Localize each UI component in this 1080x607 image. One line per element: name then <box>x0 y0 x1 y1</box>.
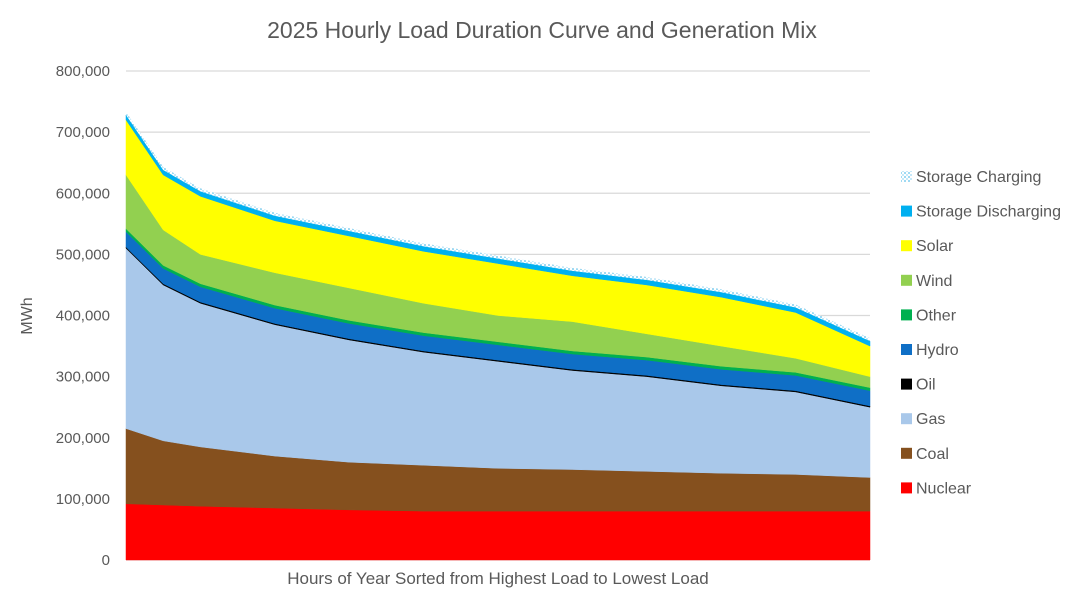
y-tick-label: 300,000 <box>56 369 110 386</box>
area-storage-charging <box>126 111 870 342</box>
legend-swatch <box>901 205 912 217</box>
legend-item-solar: Solar <box>901 238 954 255</box>
x-axis-label: Hours of Year Sorted from Highest Load t… <box>287 569 708 588</box>
legend-item-gas: Gas <box>901 411 945 428</box>
legend-item-storage-charging: Storage Charging <box>901 169 1041 186</box>
legend-label: Oil <box>916 377 936 394</box>
legend-swatch <box>901 344 912 355</box>
y-tick-label: 100,000 <box>56 491 110 508</box>
y-tick-label: 600,000 <box>56 185 110 202</box>
y-tick-label: 0 <box>102 552 110 569</box>
legend-label: Storage Discharging <box>916 204 1061 221</box>
legend-label: Storage Charging <box>916 169 1041 186</box>
legend-item-nuclear: Nuclear <box>901 480 972 497</box>
legend-item-wind: Wind <box>901 273 952 290</box>
legend-swatch <box>901 309 912 321</box>
y-tick-label: 800,000 <box>56 63 110 80</box>
legend-item-hydro: Hydro <box>901 342 959 359</box>
legend-label: Wind <box>916 273 952 290</box>
legend-swatch <box>901 482 912 494</box>
legend-swatch <box>901 413 912 425</box>
legend-label: Hydro <box>916 342 959 359</box>
y-tick-label: 200,000 <box>56 430 110 447</box>
y-tick-label: 700,000 <box>56 124 110 141</box>
legend-item-other: Other <box>901 307 957 324</box>
y-axis-label: MWh <box>19 297 36 334</box>
legend-swatch <box>901 240 912 252</box>
legend-item-coal: Coal <box>901 446 949 463</box>
legend-item-oil: Oil <box>901 377 936 394</box>
chart-title: 2025 Hourly Load Duration Curve and Gene… <box>267 17 817 43</box>
legend-label: Coal <box>916 446 949 463</box>
legend-label: Solar <box>916 238 954 255</box>
area-storage-discharging <box>125 114 871 347</box>
legend-label: Gas <box>916 411 945 428</box>
legend-swatch <box>901 171 912 182</box>
y-tick-label: 500,000 <box>56 246 110 263</box>
area-nuclear <box>125 503 871 561</box>
y-tick-label: 400,000 <box>56 308 110 325</box>
legend-swatch <box>901 447 912 459</box>
legend-label: Other <box>916 307 957 324</box>
legend-label: Nuclear <box>916 480 972 497</box>
legend-swatch <box>901 378 912 390</box>
legend-swatch <box>901 274 912 286</box>
legend-item-storage-discharging: Storage Discharging <box>901 204 1061 221</box>
